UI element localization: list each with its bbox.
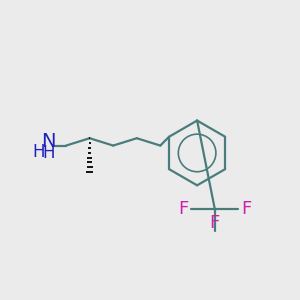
Text: F: F	[210, 214, 220, 232]
Text: F: F	[241, 200, 251, 218]
Text: H: H	[42, 144, 55, 162]
Text: H: H	[32, 143, 45, 161]
Text: N: N	[41, 132, 56, 151]
Text: F: F	[178, 200, 188, 218]
